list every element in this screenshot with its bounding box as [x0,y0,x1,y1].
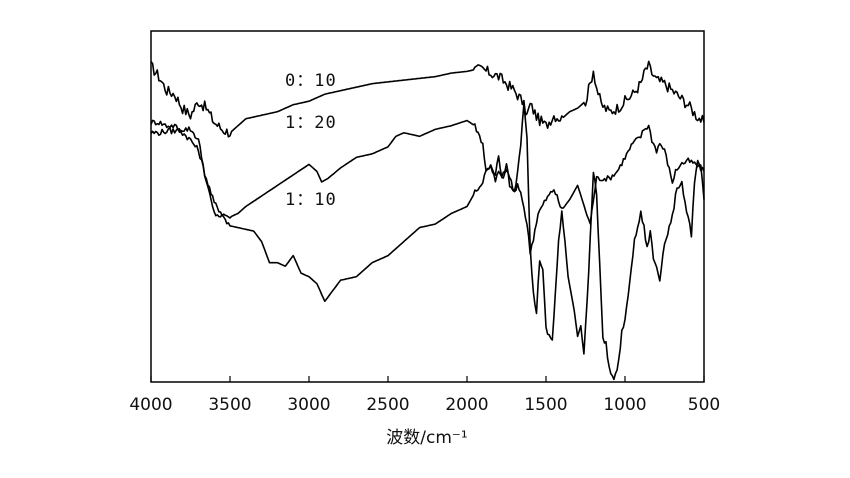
x-tick-label-1000: 1000 [603,395,646,415]
x-tick-label-2000: 2000 [445,395,488,415]
x-axis-tick-labels: 4000 3500 3000 2500 2000 1500 1000 500 [129,395,720,415]
series-lines [150,60,705,381]
series-line-1-10 [150,103,705,381]
x-tick-label-3500: 3500 [208,395,251,415]
series-label-1-20: 1：20 [285,113,337,133]
series-labels: 0：10 1：20 1：10 [285,71,337,210]
x-axis-ticks [150,376,705,382]
series-label-1-10: 1：10 [285,190,337,210]
series-line-1-20 [150,119,705,255]
series-label-0-10: 0：10 [285,71,337,91]
plot-frame [150,30,705,383]
x-tick-label-1500: 1500 [524,395,567,415]
x-tick-label-3000: 3000 [287,395,330,415]
x-tick-label-500: 500 [688,395,720,415]
x-tick-label-4000: 4000 [129,395,172,415]
x-tick-label-2500: 2500 [366,395,409,415]
x-axis-label: 波数/cm⁻¹ [386,428,467,448]
series-line-0-10 [150,60,705,138]
